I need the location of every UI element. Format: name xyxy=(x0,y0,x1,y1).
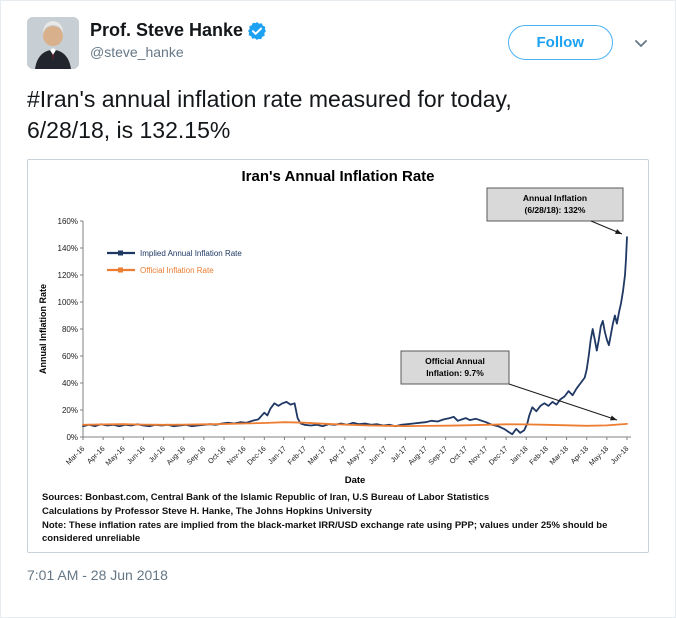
svg-text:Aug-17: Aug-17 xyxy=(406,444,429,467)
svg-text:120%: 120% xyxy=(58,271,78,280)
svg-text:Mar-16: Mar-16 xyxy=(64,444,86,466)
svg-text:Apr-17: Apr-17 xyxy=(327,444,349,466)
svg-text:80%: 80% xyxy=(62,325,78,334)
tweet-text-rest: 's annual inflation rate measured for to… xyxy=(27,86,512,143)
svg-text:Apr-16: Apr-16 xyxy=(85,444,107,466)
timestamp: 7:01 AM - 28 Jun 2018 xyxy=(27,567,168,584)
svg-text:40%: 40% xyxy=(62,379,78,388)
series-lines xyxy=(82,236,628,436)
tweet-header: Prof. Steve Hanke @steve_hanke Follow xyxy=(27,17,649,69)
svg-text:0%: 0% xyxy=(66,433,78,442)
annotation-annual-inflation: Annual Inflation (6/28/18): 132% xyxy=(486,187,624,235)
inflation-chart-svg: 0%20%40%60%80%100%120%140%160%Mar-16Apr-… xyxy=(38,187,631,486)
svg-text:Oct-17: Oct-17 xyxy=(448,444,470,466)
svg-text:Sep-17: Sep-17 xyxy=(426,444,449,467)
svg-text:Aug-16: Aug-16 xyxy=(164,444,187,467)
svg-text:Jun-16: Jun-16 xyxy=(125,444,147,466)
footnote-sources: Sources: Bonbast.com, Central Bank of th… xyxy=(42,492,490,503)
svg-text:Date: Date xyxy=(345,475,366,486)
follow-button[interactable]: Follow xyxy=(507,25,613,60)
svg-text:Official Inflation Rate: Official Inflation Rate xyxy=(140,266,214,275)
avatar-image xyxy=(27,17,79,69)
svg-text:100%: 100% xyxy=(58,298,78,307)
name-row: Prof. Steve Hanke xyxy=(90,20,267,41)
svg-text:Sep-16: Sep-16 xyxy=(185,444,208,467)
svg-text:Jan-17: Jan-17 xyxy=(266,444,288,466)
header-actions: Follow xyxy=(507,17,650,60)
svg-text:Feb-17: Feb-17 xyxy=(286,444,308,466)
svg-text:(6/28/18): 132%: (6/28/18): 132% xyxy=(525,205,586,215)
svg-text:Mar-17: Mar-17 xyxy=(306,444,328,466)
svg-text:Official Annual: Official Annual xyxy=(425,356,485,366)
svg-text:May-16: May-16 xyxy=(103,444,126,467)
svg-text:Annual Inflation: Annual Inflation xyxy=(523,193,587,203)
svg-text:20%: 20% xyxy=(62,406,78,415)
tweet-media[interactable]: Iran's Annual Inflation Rate 0% 20% 40% 60%… xyxy=(27,159,649,554)
footnote-note: Note: These inflation rates are implied … xyxy=(42,519,608,545)
legend: Implied Annual Inflation Rate Official In… xyxy=(107,249,242,275)
svg-text:Feb-18: Feb-18 xyxy=(527,444,549,466)
svg-text:Annual Inflation Rate: Annual Inflation Rate xyxy=(38,284,48,374)
user-handle[interactable]: @steve_hanke xyxy=(90,44,184,60)
verified-badge-icon xyxy=(248,21,267,40)
svg-text:Dec-16: Dec-16 xyxy=(245,444,268,467)
svg-text:Apr-18: Apr-18 xyxy=(568,444,590,466)
hashtag-iran[interactable]: #Iran xyxy=(27,86,80,112)
svg-text:Implied Annual Inflation Rate: Implied Annual Inflation Rate xyxy=(140,249,242,258)
display-name[interactable]: Prof. Steve Hanke xyxy=(90,20,244,40)
svg-text:May-17: May-17 xyxy=(345,444,368,467)
chart-title: Iran's Annual Inflation Rate xyxy=(241,168,435,185)
svg-text:Jun-17: Jun-17 xyxy=(367,444,389,466)
svg-text:Nov-17: Nov-17 xyxy=(467,444,490,467)
svg-text:60%: 60% xyxy=(62,352,78,361)
annotation-official-inflation: Official Annual Inflation: 9.7% xyxy=(400,350,618,421)
chart-footnotes: Sources: Bonbast.com, Central Bank of th… xyxy=(30,491,646,548)
svg-text:140%: 140% xyxy=(58,244,78,253)
svg-text:Dec-17: Dec-17 xyxy=(487,444,510,467)
y-tick-labels: 0% 20% 40% 60% 80% 100% 120% 140% 160% xyxy=(58,217,83,442)
svg-text:Inflation: 9.7%: Inflation: 9.7% xyxy=(426,368,484,378)
footnote-calculations: Calculations by Professor Steve H. Hanke… xyxy=(42,505,372,517)
tweet-text: #Iran's annual inflation rate measured f… xyxy=(27,84,587,146)
svg-text:Jan-18: Jan-18 xyxy=(508,444,530,466)
svg-text:Jun-18: Jun-18 xyxy=(609,444,631,466)
svg-text:Oct-16: Oct-16 xyxy=(206,444,228,466)
svg-text:160%: 160% xyxy=(58,217,78,226)
svg-text:May-18: May-18 xyxy=(587,444,610,467)
avatar[interactable] xyxy=(27,17,79,69)
svg-text:Mar-18: Mar-18 xyxy=(547,444,569,466)
svg-text:Nov-16: Nov-16 xyxy=(225,444,248,467)
identity-block: Prof. Steve Hanke @steve_hanke xyxy=(90,17,267,60)
axis-titles: Annual Inflation Rate Date xyxy=(38,284,365,486)
chevron-down-icon[interactable] xyxy=(633,35,649,51)
